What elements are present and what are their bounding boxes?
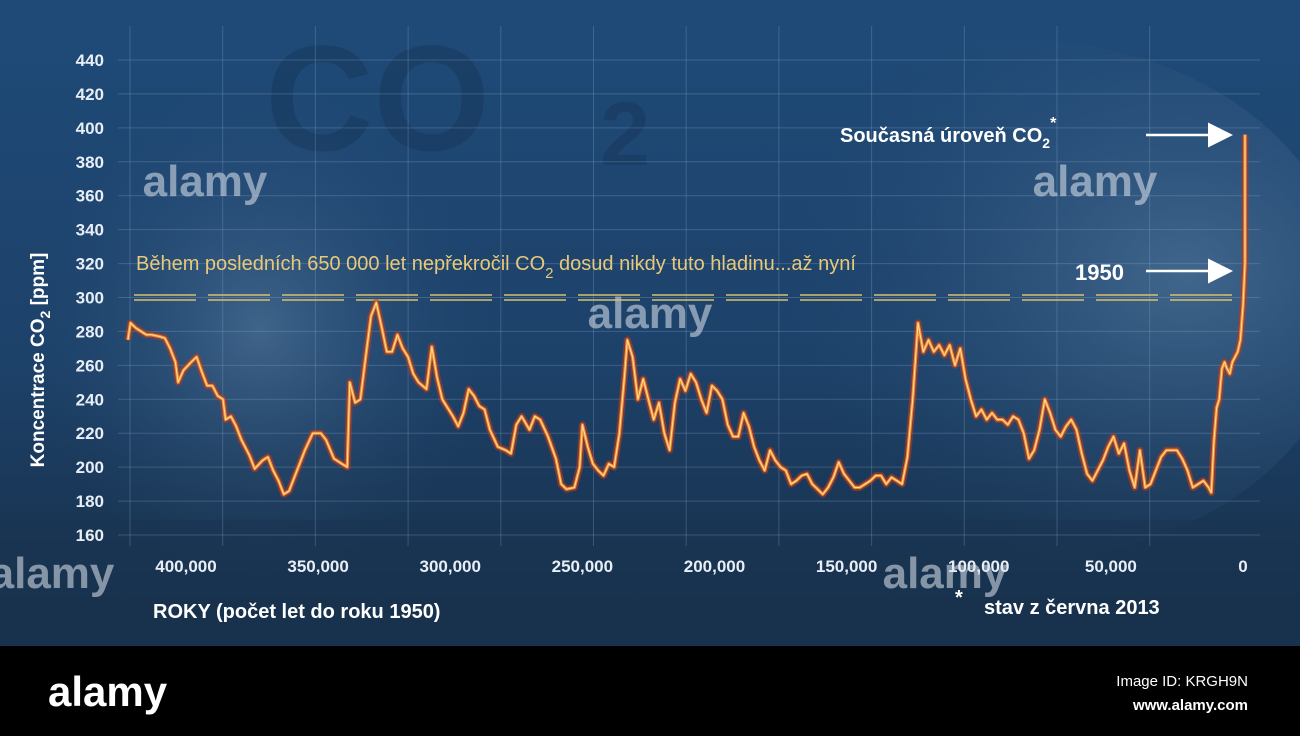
watermark: alamy — [588, 289, 713, 338]
x-tick-label: 250,000 — [552, 557, 613, 576]
watermark: alamy — [143, 157, 268, 206]
x-tick-label: 100,000 — [948, 557, 1009, 576]
threshold-caption-suffix: dosud nikdy tuto hladinu...až nyní — [553, 253, 856, 275]
watermarks: alamy alamy alamy alamy alamy — [0, 157, 1158, 598]
x-tick-label: 350,000 — [287, 557, 348, 576]
y-tick-label: 420 — [76, 85, 104, 104]
threshold-line — [134, 294, 1240, 301]
y-tick-label: 200 — [76, 458, 104, 477]
y-tick-label: 400 — [76, 119, 104, 138]
current-level-label: Současná úroveň CO2* — [840, 115, 1057, 151]
y-axis-ticks: 160 180 200 220 240 260 280 300 320 340 360 380 400 4… — [76, 51, 104, 545]
footer-bar — [0, 646, 1300, 736]
x-tick-label: 400,000 — [155, 557, 216, 576]
y-tick-label: 240 — [76, 390, 104, 409]
y-tick-label: 320 — [76, 255, 104, 274]
current-level-star: * — [1050, 115, 1057, 132]
y-axis-label-sub: 2 — [37, 310, 53, 318]
x-tick-label: 0 — [1238, 557, 1247, 576]
y-tick-label: 300 — [76, 289, 104, 308]
footnote-star: * — [955, 587, 963, 609]
y-axis-label-prefix: Koncentrace CO — [28, 318, 49, 467]
x-axis-ticks: 400,000 350,000 300,000 250,000 200,000 150,0… — [155, 557, 1247, 576]
background-co2-main: CO — [265, 14, 490, 182]
co2-series-core — [127, 134, 1246, 495]
background-co2-title: CO 2 — [265, 14, 650, 185]
watermark: alamy — [0, 549, 115, 598]
footer-logo: alamy — [48, 668, 168, 715]
x-tick-label: 200,000 — [684, 557, 745, 576]
watermark: alamy — [1033, 157, 1158, 206]
x-tick-label: 300,000 — [420, 557, 481, 576]
label-1950: 1950 — [1075, 260, 1124, 285]
iceberg-glow-left — [30, 80, 490, 580]
y-tick-label: 220 — [76, 424, 104, 443]
current-level-prefix: Současná úroveň CO — [840, 125, 1042, 147]
x-axis-label: ROKY (počet let do roku 1950) — [153, 601, 440, 623]
background-co2-sub: 2 — [600, 85, 650, 185]
y-axis-label: Koncentrace CO2 [ppm] — [28, 253, 53, 468]
current-level-sub: 2 — [1042, 135, 1050, 151]
x-tick-label: 150,000 — [816, 557, 877, 576]
y-tick-label: 360 — [76, 187, 104, 206]
x-tick-label: 50,000 — [1085, 557, 1137, 576]
y-tick-label: 380 — [76, 153, 104, 172]
threshold-caption-sub: 2 — [545, 265, 553, 282]
y-axis-label-suffix: [ppm] — [28, 253, 49, 311]
y-tick-label: 440 — [76, 51, 104, 70]
footer-image-id: Image ID: KRGH9N — [1116, 673, 1248, 690]
sea-band — [0, 520, 1300, 646]
y-tick-label: 260 — [76, 356, 104, 375]
watermark: alamy — [883, 549, 1008, 598]
threshold-caption: Během posledních 650 000 let nepřekročil… — [136, 253, 856, 282]
footnote: stav z června 2013 — [984, 597, 1160, 619]
co2-series — [124, 134, 1249, 498]
threshold-caption-prefix: Během posledních 650 000 let nepřekročil… — [136, 253, 545, 275]
grid-lines — [118, 26, 1260, 546]
y-tick-label: 160 — [76, 526, 104, 545]
y-tick-label: 280 — [76, 322, 104, 341]
footer-url: www.alamy.com — [1132, 697, 1248, 714]
y-tick-label: 340 — [76, 221, 104, 240]
y-tick-label: 180 — [76, 492, 104, 511]
